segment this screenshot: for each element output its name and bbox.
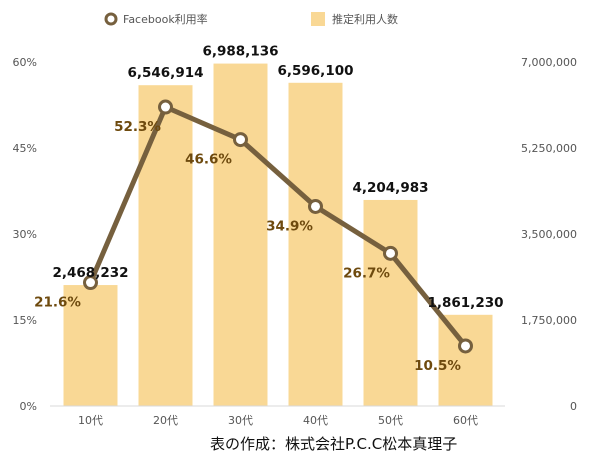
bar-value-label: 1,861,230 [427, 295, 503, 311]
line-value-label: 46.6% [185, 152, 232, 168]
right-tick-label: 3,500,000 [521, 228, 577, 241]
bar [138, 85, 193, 406]
category-label: 40代 [303, 414, 328, 427]
right-tick-label: 7,000,000 [521, 56, 577, 69]
line-point [308, 198, 323, 214]
line-point [458, 338, 473, 354]
category-label: 20代 [153, 414, 178, 427]
line-point [158, 99, 173, 115]
right-axis: 0 1,750,000 3,500,000 5,250,000 7,000,00… [521, 56, 577, 413]
line-value-label: 52.3% [114, 119, 161, 135]
category-label: 10代 [78, 414, 103, 427]
right-tick-label: 1,750,000 [521, 314, 577, 327]
line-value-label: 21.6% [34, 295, 81, 311]
right-tick-label: 5,250,000 [521, 142, 577, 155]
line-point [233, 132, 248, 148]
line-layer [83, 99, 473, 354]
legend-line-marker-icon [104, 12, 118, 26]
bar [363, 199, 418, 406]
left-tick-label: 60% [13, 56, 37, 69]
bar-value-labels: 2,468,232 6,546,914 6,988,136 6,596,100 4,20… [52, 44, 503, 311]
category-label: 50代 [378, 414, 403, 427]
right-tick-label: 0 [570, 400, 577, 413]
bar-value-label: 2,468,232 [52, 265, 128, 281]
line-point [383, 245, 398, 261]
bar [213, 63, 268, 407]
series-line [88, 104, 468, 348]
bar [63, 285, 118, 406]
chart: 0% 15% 30% 45% 60% 0 1,750,000 3,500,000… [13, 12, 577, 427]
left-tick-label: 0% [20, 400, 37, 413]
line-value-label: 34.9% [266, 218, 313, 234]
category-label: 60代 [453, 414, 478, 427]
bar-value-label: 4,204,983 [352, 180, 428, 196]
category-labels: 10代 20代 30代 40代 50代 60代 [78, 414, 478, 427]
bar-value-label: 6,988,136 [202, 44, 278, 60]
category-label: 30代 [228, 414, 253, 427]
left-tick-label: 15% [13, 314, 37, 327]
line-point [83, 275, 98, 291]
left-tick-label: 45% [13, 142, 37, 155]
left-axis: 0% 15% 30% 45% 60% [13, 56, 37, 413]
legend: Facebook利用率 推定利用人数 [104, 12, 398, 26]
line-value-label: 26.7% [343, 265, 390, 281]
left-tick-label: 30% [13, 228, 37, 241]
bars-layer [63, 63, 493, 407]
chart-caption: 表の作成：株式会社P.C.C松本真理子 [210, 435, 458, 453]
line-value-labels: 21.6% 52.3% 46.6% 34.9% 26.7% 10.5% [34, 119, 461, 374]
legend-bar-label: 推定利用人数 [332, 12, 398, 26]
legend-bar-swatch-icon [311, 12, 325, 26]
bar [288, 82, 343, 406]
legend-line-label: Facebook利用率 [123, 12, 208, 26]
line-value-label: 10.5% [414, 358, 461, 374]
bar [438, 314, 493, 406]
bar-value-label: 6,596,100 [277, 63, 353, 79]
bar-value-label: 6,546,914 [127, 65, 203, 81]
